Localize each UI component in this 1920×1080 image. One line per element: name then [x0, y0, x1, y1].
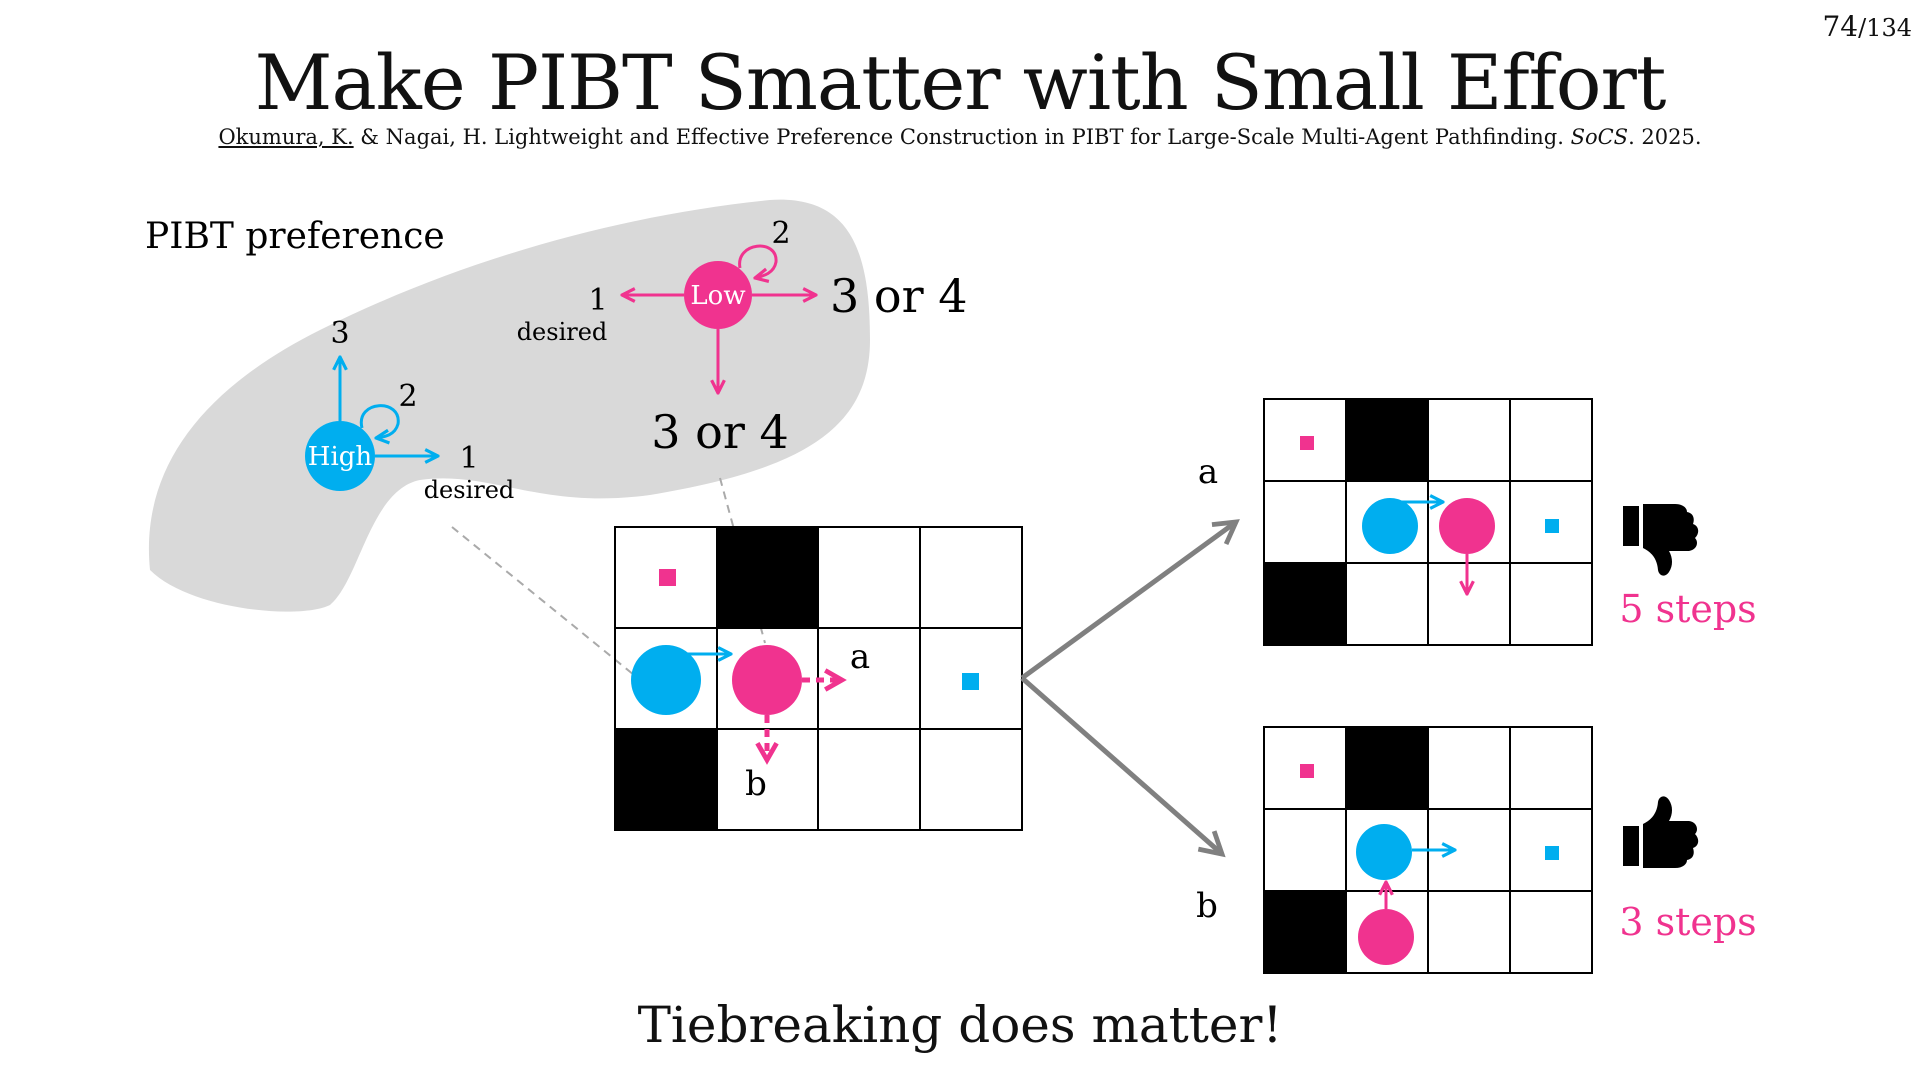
high-goal-marker: [1545, 519, 1559, 533]
obstacle-cell: [1346, 727, 1428, 809]
connector-high: [451, 526, 635, 676]
thumbs-down-icon: [1623, 504, 1699, 576]
outcome-a-steps: 5 steps: [1619, 587, 1756, 631]
page-current: 74: [1822, 10, 1859, 43]
high-goal-marker: [962, 673, 979, 690]
reference-text: & Nagai, H. Lightweight and Effective Pr…: [353, 125, 1571, 149]
preference-heading: PIBT preference: [145, 216, 445, 257]
outcome-grid-b: [1263, 726, 1593, 974]
low-stay-arrow: [738, 244, 778, 278]
high-stay-arrow: [359, 404, 400, 438]
low-agent-label: Low: [690, 281, 745, 311]
low-goal-marker: [1300, 436, 1314, 450]
outcome-b-label: b: [1196, 886, 1218, 926]
reference-year: . 2025.: [1628, 125, 1702, 149]
high-agent-b: [1356, 824, 1412, 880]
low-rank-right: 3 or 4: [830, 269, 967, 323]
obstacle-cell: [1264, 891, 1346, 973]
footer-caption: Tiebreaking does matter!: [637, 996, 1283, 1054]
low-agent-a: [1439, 498, 1495, 554]
high-agent: [305, 421, 375, 491]
reference-author-link[interactable]: Okumura, K.: [218, 125, 354, 149]
high-goal-marker: [1545, 846, 1559, 860]
low-rank-left-note: desired: [517, 318, 608, 346]
slide-title: Make PIBT Smatter with Small Effort: [254, 38, 1667, 127]
high-rank-right-note: desired: [424, 476, 515, 504]
obstacle-cell: [1346, 399, 1428, 481]
high-rank-right: 1: [459, 441, 478, 476]
high-agent-grid: [631, 645, 701, 715]
high-rank-up: 3: [330, 316, 349, 351]
main-grid: a b: [614, 526, 1023, 831]
low-rank-left: 1: [588, 283, 607, 318]
obstacle-cell: [1264, 563, 1346, 645]
reference-line: Okumura, K. & Nagai, H. Lightweight and …: [0, 125, 1920, 149]
outcome-grid-a: [1263, 398, 1593, 646]
thumbs-up-icon: [1623, 796, 1699, 868]
reference-venue: SoCS: [1570, 125, 1629, 149]
high-agent-a: [1362, 498, 1418, 554]
outcome-b-steps: 3 steps: [1619, 900, 1756, 944]
low-goal-marker: [659, 569, 676, 586]
low-rank-down: 3 or 4: [651, 405, 788, 459]
page-number: 74/134: [1822, 10, 1912, 43]
high-rank-stay: 2: [398, 379, 417, 414]
low-agent-b: [1358, 909, 1414, 965]
low-agent-grid: [732, 645, 802, 715]
low-goal-marker: [1300, 764, 1314, 778]
branch-arrow-a: [1020, 519, 1240, 681]
low-agent: [684, 261, 752, 329]
branch-arrow-b: [1020, 676, 1226, 858]
obstacle-cell: [717, 527, 818, 628]
page-total: /134: [1858, 14, 1912, 42]
option-b-label: b: [745, 764, 767, 804]
outcome-a-label: a: [1198, 452, 1218, 492]
low-rank-stay: 2: [771, 216, 790, 251]
obstacle-cell: [615, 729, 716, 830]
option-a-label: a: [850, 637, 870, 677]
high-agent-label: High: [308, 442, 373, 472]
